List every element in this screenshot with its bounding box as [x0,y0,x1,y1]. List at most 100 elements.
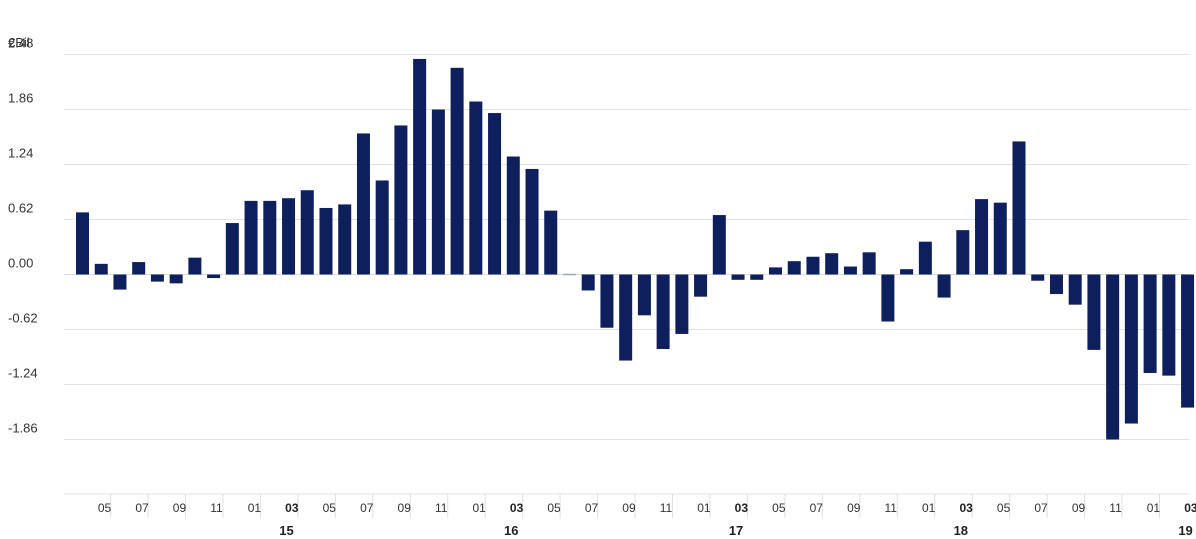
x-year-label: 19 [1178,523,1192,538]
bars [76,58,1195,440]
y-axis-ticks: 2.48 1.86 1.24 0.62 0.00 -0.62 -1.24 -1.86 [8,36,38,436]
bar [881,274,895,322]
bar [581,274,595,291]
bar [1087,274,1101,350]
bar [694,274,708,297]
x-year-label: 17 [729,523,743,538]
bar [1049,274,1063,295]
y-axis-unit-label: €Bil [8,35,30,50]
bar [600,274,614,328]
bar [469,101,483,275]
x-tick-label: 05 [997,501,1011,515]
x-tick-label: 09 [398,501,412,515]
y-tick-label: 0.00 [8,256,33,271]
bar [132,262,146,275]
x-tick-label: 03 [510,501,524,515]
bar [843,266,857,275]
bar [150,274,164,282]
bar [356,133,370,275]
bar [619,274,633,361]
x-tick-label: 09 [1072,501,1086,515]
x-tick-label: 01 [1147,501,1161,515]
x-tick-label: 11 [210,501,223,515]
x-year-label: 16 [504,523,518,538]
bar [993,202,1007,275]
bar [338,204,352,275]
bar [1106,274,1120,440]
y-tick-label: 1.24 [8,146,33,161]
bar [207,274,221,279]
bar [263,200,277,275]
y-tick-label: 2.48 [8,36,33,51]
bar [712,215,726,275]
x-tick-label: 11 [435,501,448,515]
bar [731,274,745,280]
bar [806,256,820,275]
bar [1124,274,1138,424]
bar [188,257,202,275]
y-tick-label: 1.86 [8,91,33,106]
x-tick-label: 05 [98,501,112,515]
x-tick-label: 03 [959,501,973,515]
x-tick-label: 05 [547,501,561,515]
bar [113,274,127,290]
bar [1068,274,1082,305]
bar [544,210,558,275]
x-axis: 05 07 09 11 01 03 05 07 09 11 01 03 05 07 09 11 01 03 05 07… [98,494,1196,538]
x-tick-label: 07 [1034,501,1048,515]
bar [300,190,314,275]
x-year-label: 15 [279,523,293,538]
bar [450,67,464,275]
bar [862,252,876,275]
x-tick-label: 03 [1184,501,1196,515]
y-tick-label: -0.62 [8,311,38,326]
x-tick-label: 07 [810,501,824,515]
bar [488,113,502,275]
bar [825,253,839,275]
bar [319,207,333,275]
x-tick-label: 01 [922,501,936,515]
x-tick-label: 03 [285,501,299,515]
bar [282,198,296,275]
bar [76,212,89,275]
x-tick-label: 07 [360,501,374,515]
bar [918,241,932,275]
x-tick-label: 09 [847,501,861,515]
bar [1162,274,1176,376]
x-tick-label: 05 [772,501,786,515]
x-tick-label: 11 [660,501,673,515]
bar [769,267,783,275]
x-tick-label: 07 [135,501,149,515]
bar [975,199,989,275]
bar [525,168,539,275]
bar [244,200,258,275]
bar [956,230,970,275]
bar [750,274,764,280]
x-tick-label: 01 [472,501,486,515]
bar [937,274,951,298]
bar [1012,141,1026,275]
x-tick-label: 01 [248,501,262,515]
x-tick-label: 01 [697,501,711,515]
bar [394,125,408,275]
x-tick-label: 11 [885,501,898,515]
x-tick-label: 03 [735,501,749,515]
y-tick-label: -1.24 [8,366,38,381]
bar [506,156,520,275]
bar [1031,274,1045,281]
bar [637,274,651,316]
bar [656,274,670,350]
x-year-label: 18 [954,523,968,538]
bar [431,109,445,275]
bar [562,273,576,276]
bar [375,180,389,275]
bar [413,58,427,275]
x-tick-label: 09 [622,501,636,515]
bar [675,274,689,334]
x-tick-label: 11 [1109,501,1122,515]
bar [225,223,239,275]
bar [1181,274,1195,408]
x-tick-label: 07 [585,501,599,515]
bar [94,263,108,275]
